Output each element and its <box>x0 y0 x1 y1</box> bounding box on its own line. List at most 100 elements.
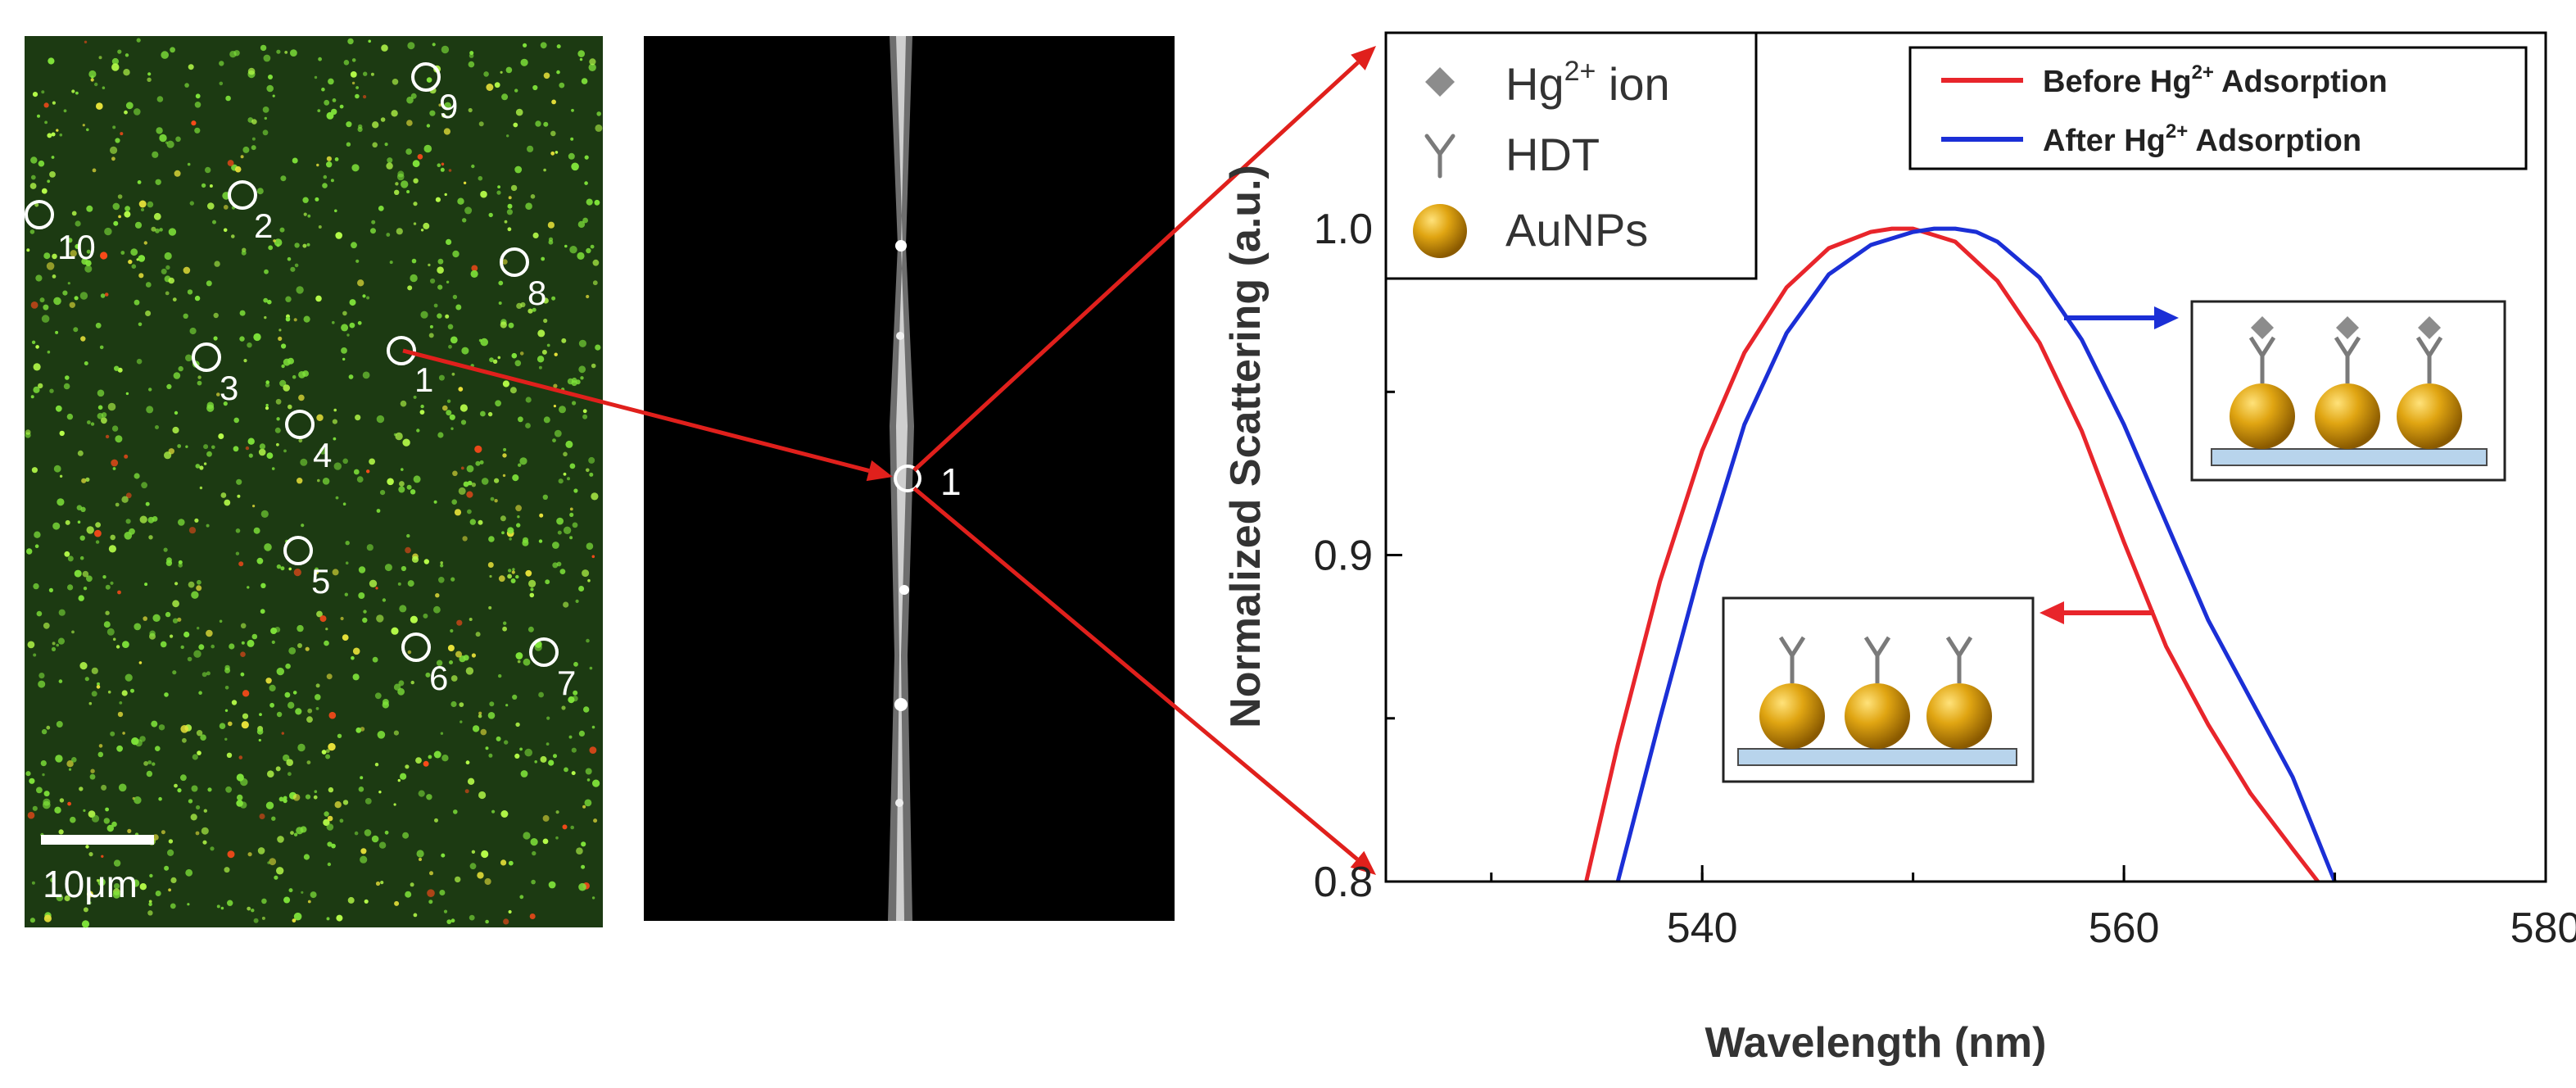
particle-dot <box>376 614 384 623</box>
particle-dot <box>307 900 311 904</box>
particle-dot <box>513 122 518 128</box>
particle-dot <box>32 805 38 811</box>
particle-dot <box>283 358 291 366</box>
particle-dot <box>551 296 556 301</box>
particle-dot <box>314 75 318 79</box>
particle-dot <box>30 395 34 399</box>
particle-dot <box>382 598 387 602</box>
particle-dot <box>264 543 272 551</box>
particle-dot <box>426 124 431 128</box>
particle-dot <box>496 736 501 741</box>
particle-dot <box>47 133 52 138</box>
particle-dot <box>452 250 460 258</box>
particle-dot <box>593 818 598 823</box>
particle-dot <box>168 888 172 892</box>
particle-dot <box>389 261 393 265</box>
particle-dot <box>498 575 505 583</box>
particle-dot <box>103 818 110 824</box>
particle-dot <box>474 445 482 453</box>
particle-dot <box>326 917 330 921</box>
particle-dot <box>85 845 89 849</box>
particle-dot <box>138 661 143 664</box>
inset-before-particle <box>1926 636 1992 749</box>
particle-dot <box>34 531 41 538</box>
arrow-darkfield-to-chart-bottom <box>912 487 1376 875</box>
particle-dot <box>91 667 98 674</box>
particle-dot <box>341 347 347 354</box>
particle-dot <box>51 132 56 137</box>
particle-dot <box>534 760 537 764</box>
particle-dot <box>472 725 480 732</box>
particle-label-6: 6 <box>429 659 448 697</box>
particle-dot <box>484 877 491 886</box>
particle-dot <box>324 811 329 817</box>
particle-dot <box>293 912 302 921</box>
particle-dot <box>29 777 35 784</box>
particle-marker-5 <box>283 536 313 565</box>
particle-dot <box>345 541 350 546</box>
particle-dot <box>481 850 489 859</box>
particle-dot <box>584 799 592 807</box>
particle-dot <box>380 881 384 885</box>
particle-dot <box>233 417 240 424</box>
particle-dot <box>260 44 267 52</box>
particle-dot <box>143 616 147 621</box>
particle-dot <box>538 691 544 698</box>
particle-dot <box>265 406 269 410</box>
particle-dot <box>43 102 49 108</box>
particle-dot <box>51 156 55 159</box>
particle-dot <box>288 567 292 571</box>
particle-dot <box>125 392 129 396</box>
particle-dot <box>471 265 478 272</box>
particle-dot <box>195 831 200 836</box>
particle-dot <box>74 296 79 301</box>
darkfield-selected-marker <box>894 465 921 492</box>
particle-dot <box>196 730 203 737</box>
particle-dot <box>141 482 148 489</box>
micrograph-markers: 1 2 3 4 5 6 7 8 9 10 <box>25 62 576 702</box>
particle-dot <box>471 850 476 855</box>
particle-dot <box>52 253 57 260</box>
particle-dot <box>366 544 373 551</box>
particle-dot <box>185 868 193 877</box>
particle-dot <box>591 555 595 559</box>
particle-dot <box>585 768 592 775</box>
particle-dot <box>342 357 346 361</box>
particle-dot <box>184 83 189 88</box>
particle-dot <box>110 146 118 154</box>
particle-dot <box>263 297 269 303</box>
particle-dot <box>376 509 381 513</box>
particle-dot <box>194 127 201 134</box>
particle-dot <box>59 133 63 137</box>
particle-dot <box>500 859 507 866</box>
particle-dot <box>111 57 119 66</box>
particle-dot <box>463 481 469 487</box>
particle-dot <box>278 329 282 332</box>
particle-dot <box>525 423 531 428</box>
particle-dot <box>345 561 349 564</box>
particle-dot <box>125 102 134 110</box>
particle-dot <box>50 877 56 883</box>
particle-dot <box>190 814 197 821</box>
particle-dot <box>450 427 454 430</box>
particle-dot <box>419 410 425 415</box>
particle-dot <box>95 322 102 329</box>
particle-dot <box>478 519 483 525</box>
particle-dot <box>226 752 233 758</box>
particle-dot <box>525 569 532 577</box>
particle-dot <box>445 314 450 319</box>
particle-dot <box>326 161 333 168</box>
particle-dot <box>386 162 393 170</box>
particle-dot <box>269 702 274 708</box>
particle-dot <box>360 776 364 780</box>
particle-dot <box>86 249 91 254</box>
particle-dot <box>52 522 61 530</box>
particle-dot <box>455 876 461 883</box>
particle-dot <box>555 810 559 814</box>
particle-dot <box>170 903 176 909</box>
particle-dot <box>400 773 407 780</box>
particle-dot <box>352 673 360 681</box>
particle-dot <box>199 465 204 470</box>
particle-dot <box>577 252 585 260</box>
